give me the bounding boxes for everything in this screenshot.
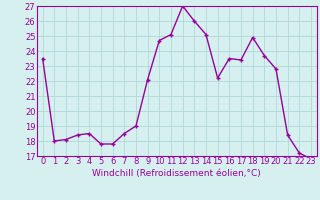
X-axis label: Windchill (Refroidissement éolien,°C): Windchill (Refroidissement éolien,°C): [92, 169, 261, 178]
